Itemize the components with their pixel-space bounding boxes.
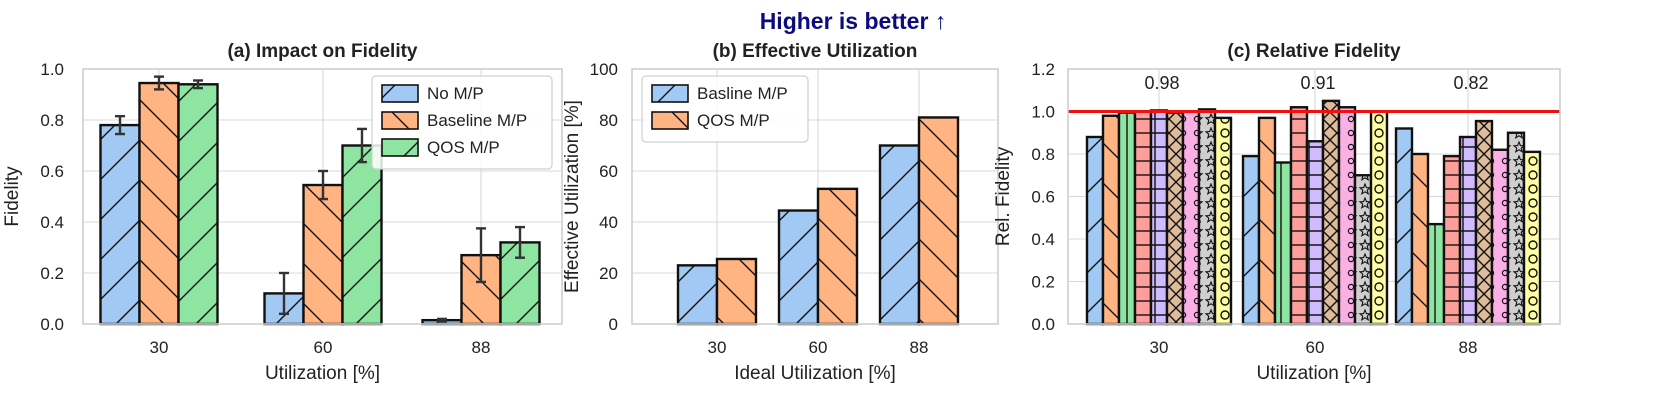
bar xyxy=(1522,150,1542,326)
value-annotation: 0.82 xyxy=(1453,73,1488,93)
bar xyxy=(1133,110,1153,326)
bar xyxy=(341,144,383,326)
bar xyxy=(99,123,141,326)
panel-title: (a) Impact on Fidelity xyxy=(227,41,417,62)
bar xyxy=(715,257,758,326)
y-tick-label: 0 xyxy=(609,315,618,334)
bar xyxy=(1257,116,1277,326)
y-tick-label: 0.4 xyxy=(1031,230,1055,249)
y-tick-label: 0.2 xyxy=(1031,273,1055,292)
bar xyxy=(1117,111,1137,326)
legend-swatch xyxy=(381,138,419,157)
bar xyxy=(1241,154,1261,326)
legend-swatch xyxy=(651,111,689,130)
axes-frame xyxy=(1067,68,1561,325)
y-tick-label: 80 xyxy=(599,111,618,130)
axes-frame xyxy=(631,68,999,325)
bar xyxy=(878,144,921,326)
value-annotation: 0.98 xyxy=(1144,73,1179,93)
x-tick-label: 88 xyxy=(472,338,491,357)
y-tick-label: 40 xyxy=(599,213,618,232)
bar xyxy=(1506,131,1526,326)
bar xyxy=(1165,111,1185,326)
figure-suptitle: Higher is better ↑ xyxy=(760,8,947,34)
bar xyxy=(177,83,219,326)
bar xyxy=(1213,116,1233,326)
legend-swatch xyxy=(381,84,419,103)
x-tick-label: 30 xyxy=(150,338,169,357)
legend-label: Basline M/P xyxy=(697,84,788,103)
legend-label: QOS M/P xyxy=(697,111,770,130)
x-tick-label: 30 xyxy=(1150,338,1169,357)
axes-frame xyxy=(82,68,563,325)
y-tick-label: 0.8 xyxy=(1031,145,1055,164)
y-tick-label: 0.8 xyxy=(40,111,64,130)
bar xyxy=(676,264,719,326)
legend-label: Baseline M/P xyxy=(427,111,527,130)
y-axis-label: Effective Utilization [%] xyxy=(562,100,583,293)
y-axis-label: Fidelity xyxy=(2,166,23,227)
y-tick-label: 60 xyxy=(599,162,618,181)
panel-b: 0 20 40 60 80 100 30 60 88 (b) Effective Utilizat… xyxy=(562,41,999,384)
bar xyxy=(1458,135,1478,326)
bar xyxy=(1474,119,1494,326)
panel-title: (c) Relative Fidelity xyxy=(1227,41,1401,62)
value-annotation: 0.91 xyxy=(1300,73,1335,93)
y-axis-label: Rel. Fidelity xyxy=(993,146,1014,246)
y-tick-label: 0.6 xyxy=(1031,188,1055,207)
bar xyxy=(816,187,859,326)
y-tick-label: 1.0 xyxy=(1031,103,1055,122)
bar xyxy=(1490,148,1510,326)
bar xyxy=(1085,135,1105,326)
bar xyxy=(917,116,960,326)
y-tick-label: 1.0 xyxy=(40,60,64,79)
y-tick-label: 0.6 xyxy=(40,162,64,181)
x-tick-label: 88 xyxy=(1459,338,1478,357)
y-tick-label: 20 xyxy=(599,264,618,283)
bar xyxy=(1410,152,1430,326)
panel-a: 0.0 0.2 0.4 0.6 0.8 1.0 30 60 88 (a) Impact on Fi… xyxy=(2,41,563,384)
y-tick-label: 0.0 xyxy=(1031,315,1055,334)
x-tick-label: 30 xyxy=(708,338,727,357)
bar xyxy=(1305,140,1325,326)
legend-label: No M/P xyxy=(427,84,484,103)
legend: Basline M/P QOS M/P xyxy=(641,75,809,143)
legend-swatch xyxy=(651,84,689,103)
x-tick-label: 60 xyxy=(314,338,333,357)
x-axis-label: Utilization [%] xyxy=(1256,363,1371,384)
bar xyxy=(1289,106,1309,326)
legend-label: QOS M/P xyxy=(427,138,500,157)
y-tick-label: 0.0 xyxy=(40,315,64,334)
x-axis-label: Ideal Utilization [%] xyxy=(734,363,896,384)
legend: No M/P Baseline M/P QOS M/P xyxy=(371,75,553,170)
bar xyxy=(777,209,820,326)
panel-c: 0.0 0.2 0.4 0.6 0.8 1.0 1.2 30 60 88 0.98 0.91 0.82 (… xyxy=(993,41,1561,384)
bar xyxy=(1337,106,1357,326)
bar xyxy=(138,81,180,326)
y-tick-label: 0.2 xyxy=(40,264,64,283)
bar xyxy=(1273,161,1293,326)
bar xyxy=(302,183,344,326)
x-tick-label: 60 xyxy=(809,338,828,357)
bar xyxy=(1197,108,1217,326)
bar xyxy=(1369,110,1389,326)
panel-title: (b) Effective Utilization xyxy=(713,41,918,62)
bar xyxy=(1426,222,1446,326)
y-tick-label: 0.4 xyxy=(40,213,64,232)
bar xyxy=(1149,109,1169,326)
bar xyxy=(1353,174,1373,326)
bar xyxy=(1181,110,1201,326)
x-axis-label: Utilization [%] xyxy=(265,363,380,384)
y-tick-label: 1.2 xyxy=(1031,60,1055,79)
bar xyxy=(1394,127,1414,326)
x-tick-label: 88 xyxy=(910,338,929,357)
bar xyxy=(1442,154,1462,326)
x-tick-label: 60 xyxy=(1306,338,1325,357)
y-tick-label: 100 xyxy=(590,60,618,79)
bar xyxy=(1101,114,1121,326)
legend-swatch xyxy=(381,111,419,130)
bar xyxy=(1321,99,1341,326)
